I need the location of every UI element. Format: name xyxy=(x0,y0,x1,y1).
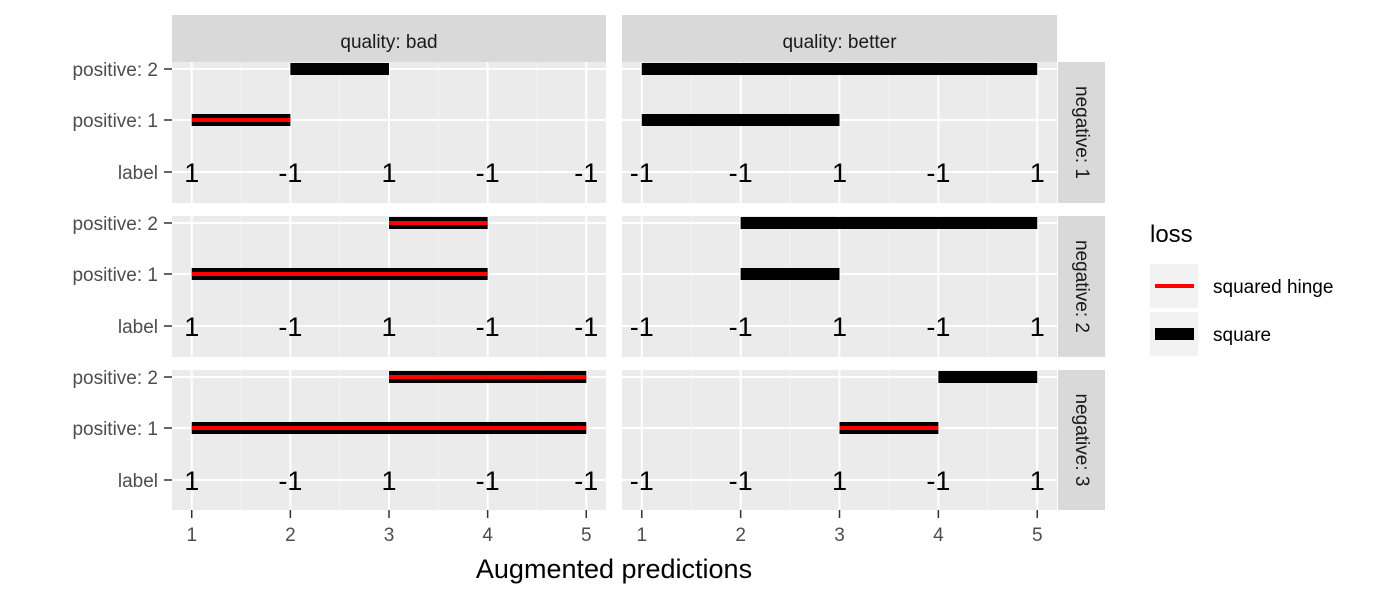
label-value: -1 xyxy=(278,312,302,342)
y-tick-label-positive-2: positive: 2 xyxy=(72,60,158,81)
x-tick-label: 3 xyxy=(834,525,845,546)
x-tick-label: 5 xyxy=(581,525,592,546)
label-value: -1 xyxy=(278,158,302,188)
label-value: -1 xyxy=(926,158,950,188)
y-tick-label-positive-2: positive: 2 xyxy=(72,368,158,389)
panel-quality-better-negative-1: -1 -1 1 -1 1 xyxy=(622,62,1057,203)
panel-quality-bad-negative-1: 1 -1 1 -1 -1 xyxy=(172,62,606,203)
row-strip-bg xyxy=(1058,62,1105,203)
row-strip-label: negative: 3 xyxy=(1071,394,1092,487)
y-tick-label-positive-1: positive: 1 xyxy=(72,265,158,286)
label-value: -1 xyxy=(278,466,302,496)
col-strip-quality-better: quality: better xyxy=(622,15,1057,62)
label-value: -1 xyxy=(574,158,598,188)
x-tick-label: 4 xyxy=(482,525,493,546)
row-strip-bg xyxy=(1058,216,1105,357)
column-strips: quality: bad quality: better xyxy=(172,15,1057,62)
panel-quality-better-negative-2: -1 -1 1 -1 1 xyxy=(622,216,1057,357)
label-value: 1 xyxy=(184,158,199,188)
x-tick-label: 3 xyxy=(384,525,395,546)
label-value: -1 xyxy=(476,158,500,188)
legend-label-squared-hinge: squared hinge xyxy=(1213,277,1333,298)
row-strip-label: negative: 1 xyxy=(1071,86,1092,179)
row-strip-bg xyxy=(1058,370,1105,510)
x-tick-label: 5 xyxy=(1032,525,1043,546)
label-value: 1 xyxy=(1030,312,1045,342)
row-strip-label: negative: 2 xyxy=(1071,240,1092,333)
label-value: 1 xyxy=(184,466,199,496)
label-value: 1 xyxy=(1030,466,1045,496)
panel-quality-bad-negative-2: 1 -1 1 -1 -1 xyxy=(172,216,606,357)
label-value: 1 xyxy=(832,466,847,496)
y-tick-label-label: label xyxy=(118,471,158,492)
label-value: -1 xyxy=(729,466,753,496)
col-strip-bg xyxy=(622,15,1057,62)
label-value: 1 xyxy=(381,158,396,188)
x-axis-title: Augmented predictions xyxy=(476,554,752,584)
row-strips: negative: 1 negative: 2 negative: 3 xyxy=(1058,62,1105,510)
x-tick-label: 2 xyxy=(735,525,746,546)
label-value: -1 xyxy=(476,312,500,342)
x-tick-label: 4 xyxy=(933,525,944,546)
label-value: -1 xyxy=(630,466,654,496)
label-value: -1 xyxy=(574,466,598,496)
y-tick-label-positive-2: positive: 2 xyxy=(72,214,158,235)
label-value: -1 xyxy=(476,466,500,496)
label-value: 1 xyxy=(1030,158,1045,188)
col-strip-quality-bad: quality: bad xyxy=(172,15,606,62)
y-tick-label-positive-1: positive: 1 xyxy=(72,111,158,132)
panels-layer: 1 -1 1 -1 -1 -1 -1 1 -1 11 -1 1 -1 -1 -1 -1 1 -1 11 -1 1 -1 -1… xyxy=(172,62,1057,510)
col-strip-label: quality: better xyxy=(782,32,897,53)
x-tick-label: 1 xyxy=(636,525,647,546)
x-tick-label: 1 xyxy=(186,525,197,546)
col-strip-label: quality: bad xyxy=(340,32,437,53)
label-value: -1 xyxy=(574,312,598,342)
label-value: -1 xyxy=(630,312,654,342)
label-value: -1 xyxy=(729,158,753,188)
row-strip-negative-2: negative: 2 xyxy=(1058,216,1105,357)
panel-quality-bad-negative-3: 1 -1 1 -1 -1 xyxy=(172,370,606,510)
panel-quality-better-negative-3: -1 -1 1 -1 1 xyxy=(622,370,1057,510)
legend-title: loss xyxy=(1150,221,1193,248)
label-value: 1 xyxy=(184,312,199,342)
label-value: 1 xyxy=(381,466,396,496)
legend-label-square: square xyxy=(1213,325,1271,346)
y-tick-label-positive-1: positive: 1 xyxy=(72,419,158,440)
x-tick-label: 2 xyxy=(285,525,296,546)
y-axis: label positive: 1 positive: 2 label positive… xyxy=(72,60,172,492)
label-value: -1 xyxy=(630,158,654,188)
label-value: 1 xyxy=(381,312,396,342)
label-value: 1 xyxy=(832,158,847,188)
label-value: -1 xyxy=(926,466,950,496)
legend: loss squared hinge square xyxy=(1148,221,1333,356)
x-axis: Augmented predictions 1 2 3 4 5 1 2 3 4 5 xyxy=(186,510,1043,584)
label-value: 1 xyxy=(832,312,847,342)
y-tick-label-label: label xyxy=(118,163,158,184)
y-tick-label-label: label xyxy=(118,317,158,338)
col-strip-bg xyxy=(172,15,606,62)
row-strip-negative-1: negative: 1 xyxy=(1058,62,1105,203)
row-strip-negative-3: negative: 3 xyxy=(1058,370,1105,510)
label-value: -1 xyxy=(926,312,950,342)
label-value: -1 xyxy=(729,312,753,342)
